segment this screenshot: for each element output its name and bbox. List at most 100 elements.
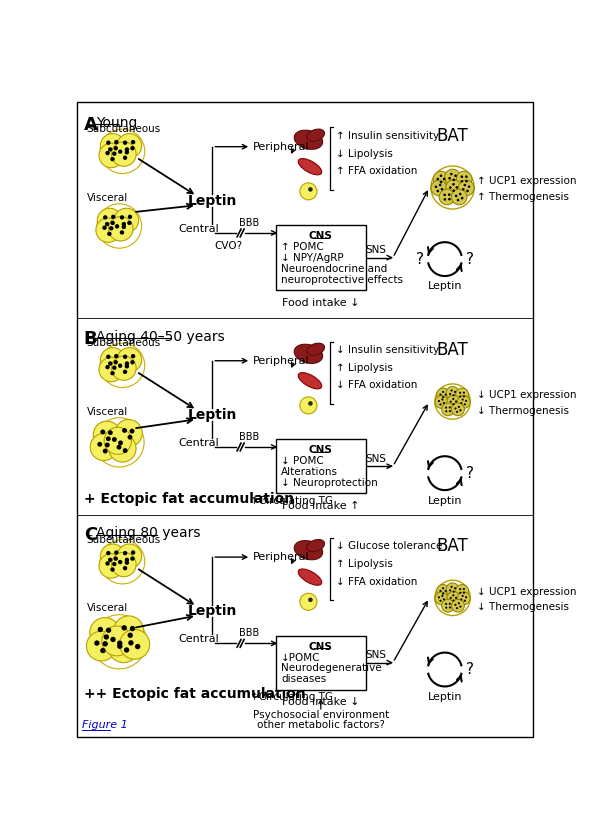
Text: ↓ Thermogenesis: ↓ Thermogenesis — [477, 406, 569, 416]
Circle shape — [108, 558, 112, 562]
Circle shape — [125, 560, 129, 565]
Circle shape — [111, 221, 115, 225]
Circle shape — [127, 221, 131, 225]
Circle shape — [123, 370, 127, 374]
Text: Figure 1: Figure 1 — [82, 720, 128, 730]
Circle shape — [127, 435, 133, 440]
FancyBboxPatch shape — [276, 225, 366, 290]
Circle shape — [110, 637, 115, 642]
Circle shape — [130, 146, 134, 150]
Circle shape — [449, 589, 451, 592]
Circle shape — [125, 558, 129, 562]
Circle shape — [462, 188, 465, 190]
Text: Subcutaneous: Subcutaneous — [87, 535, 161, 545]
Circle shape — [459, 588, 461, 590]
Text: C: C — [84, 526, 97, 544]
Circle shape — [98, 209, 122, 233]
Text: Leptin: Leptin — [187, 408, 237, 421]
Circle shape — [455, 407, 456, 410]
Circle shape — [93, 421, 121, 448]
Circle shape — [101, 430, 105, 435]
Circle shape — [452, 183, 455, 185]
Text: ↓POMC: ↓POMC — [281, 652, 321, 662]
Circle shape — [86, 631, 117, 661]
Text: Aging 80 years: Aging 80 years — [96, 526, 201, 540]
Text: ?: ? — [416, 252, 424, 267]
Circle shape — [465, 175, 468, 178]
Circle shape — [131, 140, 135, 145]
Circle shape — [452, 599, 464, 612]
Circle shape — [458, 602, 460, 604]
Text: Aging 40–50 years: Aging 40–50 years — [96, 330, 225, 344]
Circle shape — [118, 363, 123, 368]
Text: ↓ FFA oxidation: ↓ FFA oxidation — [336, 577, 417, 587]
Text: ↓ Glucose tolerance: ↓ Glucose tolerance — [336, 541, 442, 551]
Circle shape — [114, 354, 118, 358]
Circle shape — [112, 366, 117, 370]
Circle shape — [459, 606, 462, 607]
Circle shape — [120, 629, 150, 659]
Text: CVO?: CVO? — [215, 241, 243, 251]
Circle shape — [308, 597, 313, 602]
Circle shape — [435, 592, 448, 605]
Circle shape — [452, 403, 464, 416]
Circle shape — [449, 393, 451, 395]
Text: Central: Central — [178, 438, 219, 448]
Text: ↓ Thermogenesis: ↓ Thermogenesis — [477, 602, 569, 612]
Circle shape — [112, 151, 117, 156]
Circle shape — [458, 180, 474, 196]
Text: CNS: CNS — [309, 445, 333, 455]
Circle shape — [105, 151, 110, 155]
Circle shape — [121, 224, 126, 229]
Circle shape — [456, 171, 472, 187]
Circle shape — [121, 222, 126, 226]
Circle shape — [120, 215, 124, 219]
Circle shape — [103, 449, 108, 454]
Ellipse shape — [298, 372, 322, 389]
Circle shape — [130, 429, 134, 434]
Circle shape — [455, 194, 458, 197]
Circle shape — [447, 396, 460, 408]
Circle shape — [438, 597, 440, 598]
Circle shape — [123, 140, 127, 145]
Circle shape — [437, 178, 439, 180]
Text: BBB: BBB — [239, 218, 259, 228]
Text: Food intake ↑: Food intake ↑ — [282, 501, 359, 511]
Circle shape — [99, 357, 124, 381]
Circle shape — [465, 400, 467, 402]
Circle shape — [114, 209, 139, 233]
Circle shape — [444, 394, 447, 396]
Circle shape — [453, 394, 455, 396]
Circle shape — [461, 180, 464, 183]
Circle shape — [454, 391, 456, 393]
Circle shape — [458, 406, 460, 408]
Circle shape — [300, 397, 317, 414]
Circle shape — [448, 198, 451, 200]
Text: ↑ Thermogenesis: ↑ Thermogenesis — [477, 192, 569, 202]
Circle shape — [443, 598, 445, 600]
Circle shape — [446, 179, 462, 195]
Circle shape — [457, 199, 459, 201]
Text: ↓ UCP1 expression: ↓ UCP1 expression — [477, 587, 577, 597]
Circle shape — [130, 360, 134, 365]
Circle shape — [105, 443, 109, 447]
Circle shape — [308, 401, 313, 406]
Circle shape — [122, 428, 127, 433]
Circle shape — [123, 155, 127, 160]
Circle shape — [90, 617, 120, 647]
Circle shape — [447, 592, 460, 604]
Text: ↑ FFA oxidation: ↑ FFA oxidation — [336, 166, 417, 176]
Circle shape — [442, 593, 444, 595]
Circle shape — [308, 187, 313, 192]
Circle shape — [439, 590, 441, 592]
Circle shape — [441, 599, 455, 612]
Text: SNS: SNS — [366, 454, 387, 464]
Circle shape — [456, 607, 458, 609]
Circle shape — [441, 595, 443, 597]
Text: ↓ UCP1 expression: ↓ UCP1 expression — [477, 391, 577, 401]
Text: Alterations: Alterations — [281, 467, 339, 477]
Circle shape — [108, 361, 112, 366]
Text: neuroprotective effects: neuroprotective effects — [281, 274, 403, 284]
Circle shape — [102, 641, 108, 647]
Circle shape — [117, 641, 123, 646]
